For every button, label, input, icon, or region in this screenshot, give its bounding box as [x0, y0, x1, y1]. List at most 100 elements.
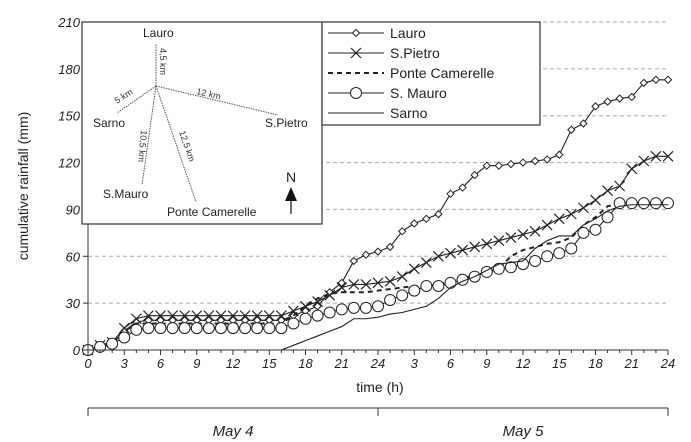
series-ponte-camerelle: [87, 202, 668, 351]
x-tick-label: 15: [552, 356, 567, 371]
data-point-x: [179, 310, 191, 322]
series-line: [87, 202, 668, 351]
x-tick-label: 0: [84, 356, 92, 371]
data-point-diamond: [337, 278, 346, 288]
legend-label: S.Pietro: [390, 45, 440, 61]
series-s-mauro: [82, 197, 674, 356]
data-point-x: [565, 208, 577, 220]
data-point-circle: [350, 87, 362, 99]
data-point-circle: [178, 322, 191, 335]
data-point-circle: [372, 300, 384, 313]
data-point-x: [215, 310, 227, 322]
legend-label: Ponte Camerelle: [390, 65, 494, 81]
data-point-circle: [432, 279, 445, 292]
data-point-circle: [613, 197, 626, 210]
data-point-circle: [384, 294, 397, 307]
data-point-circle: [299, 312, 312, 325]
data-point-circle: [553, 247, 566, 260]
x-tick-label: 3: [121, 356, 129, 371]
data-point-circle: [637, 197, 650, 210]
data-point-circle: [625, 197, 638, 210]
y-tick-label: 180: [58, 62, 80, 77]
data-point-circle: [444, 276, 457, 289]
data-point-x: [263, 310, 275, 322]
legend: Lauro S.Pietro Ponte Camerelle S. Mauro Sarn…: [321, 21, 541, 126]
data-point-diamond: [351, 28, 361, 38]
y-tick-label: 150: [58, 109, 80, 124]
north-arrow-icon: [285, 187, 297, 201]
data-point-diamond: [579, 119, 588, 128]
data-point-x: [493, 235, 505, 247]
data-point-x: [481, 238, 493, 250]
data-point-diamond: [482, 161, 491, 170]
data-point-circle: [420, 279, 433, 292]
data-point-x: [167, 310, 179, 322]
data-point-circle: [166, 322, 179, 335]
data-point-circle: [214, 322, 227, 335]
data-point-circle: [323, 306, 336, 319]
data-point-x: [155, 310, 166, 322]
data-point-x: [469, 241, 481, 253]
data-point-circle: [504, 261, 517, 274]
x-tick-label: 21: [624, 356, 639, 371]
data-point-circle: [396, 289, 409, 302]
y-tick-label: 210: [57, 15, 80, 30]
x-tick-label: 3: [411, 356, 419, 371]
y-tick-label: 120: [58, 156, 80, 171]
data-point-x: [350, 47, 362, 59]
data-point-circle: [529, 254, 542, 267]
data-point-circle: [287, 317, 300, 330]
day-label: May 5: [503, 423, 545, 440]
data-point-circle: [202, 322, 215, 335]
data-point-x: [505, 232, 517, 243]
data-point-diamond: [494, 161, 504, 170]
series-sarno: [281, 204, 668, 351]
data-point-x: [239, 310, 251, 322]
data-point-x: [577, 202, 589, 214]
inset-map: Lauro Sarno S.Pietro S.Mauro Ponte Camer…: [81, 21, 323, 225]
map-station-spietro: S.Pietro: [265, 116, 308, 130]
legend-label: Lauro: [390, 25, 426, 41]
data-point-circle: [565, 242, 578, 255]
data-point-x: [191, 310, 203, 322]
data-point-x: [590, 194, 601, 206]
data-point-x: [396, 271, 408, 283]
x-tick-label: 9: [483, 356, 490, 371]
data-point-diamond: [603, 97, 612, 106]
data-point-circle: [275, 322, 288, 335]
data-point-diamond: [349, 256, 359, 266]
data-point-circle: [130, 323, 143, 336]
north-label: N: [286, 169, 296, 185]
data-point-circle: [251, 322, 264, 335]
data-point-x: [408, 263, 420, 275]
x-tick-label: 18: [298, 356, 313, 371]
data-point-x: [662, 150, 674, 162]
y-tick-label: 30: [66, 296, 81, 311]
x-tick-label: 6: [157, 356, 165, 371]
data-point-circle: [541, 250, 554, 263]
y-axis-label: cumulative rainfall (mm): [15, 112, 31, 261]
data-point-x: [203, 310, 215, 322]
data-point-diamond: [530, 156, 540, 166]
data-point-diamond: [397, 227, 407, 236]
y-tick-label: 0: [73, 343, 81, 358]
data-point-x: [553, 213, 565, 225]
data-point-x: [227, 310, 239, 322]
data-point-diamond: [663, 75, 673, 84]
data-point-x: [602, 185, 614, 197]
data-point-x: [360, 278, 372, 290]
data-point-circle: [601, 211, 614, 224]
data-point-diamond: [361, 250, 371, 259]
data-point-x: [336, 282, 348, 293]
x-axis-label: time (h): [356, 379, 403, 395]
data-point-circle: [263, 322, 276, 335]
data-point-diamond: [434, 209, 443, 219]
data-point-x: [626, 163, 638, 175]
data-point-x: [348, 278, 360, 290]
data-point-diamond: [446, 189, 455, 199]
data-point-circle: [347, 301, 360, 314]
data-point-diamond: [385, 242, 395, 252]
x-tick-label: 15: [262, 356, 277, 371]
x-tick-label: 24: [660, 356, 675, 371]
data-point-circle: [106, 337, 119, 350]
